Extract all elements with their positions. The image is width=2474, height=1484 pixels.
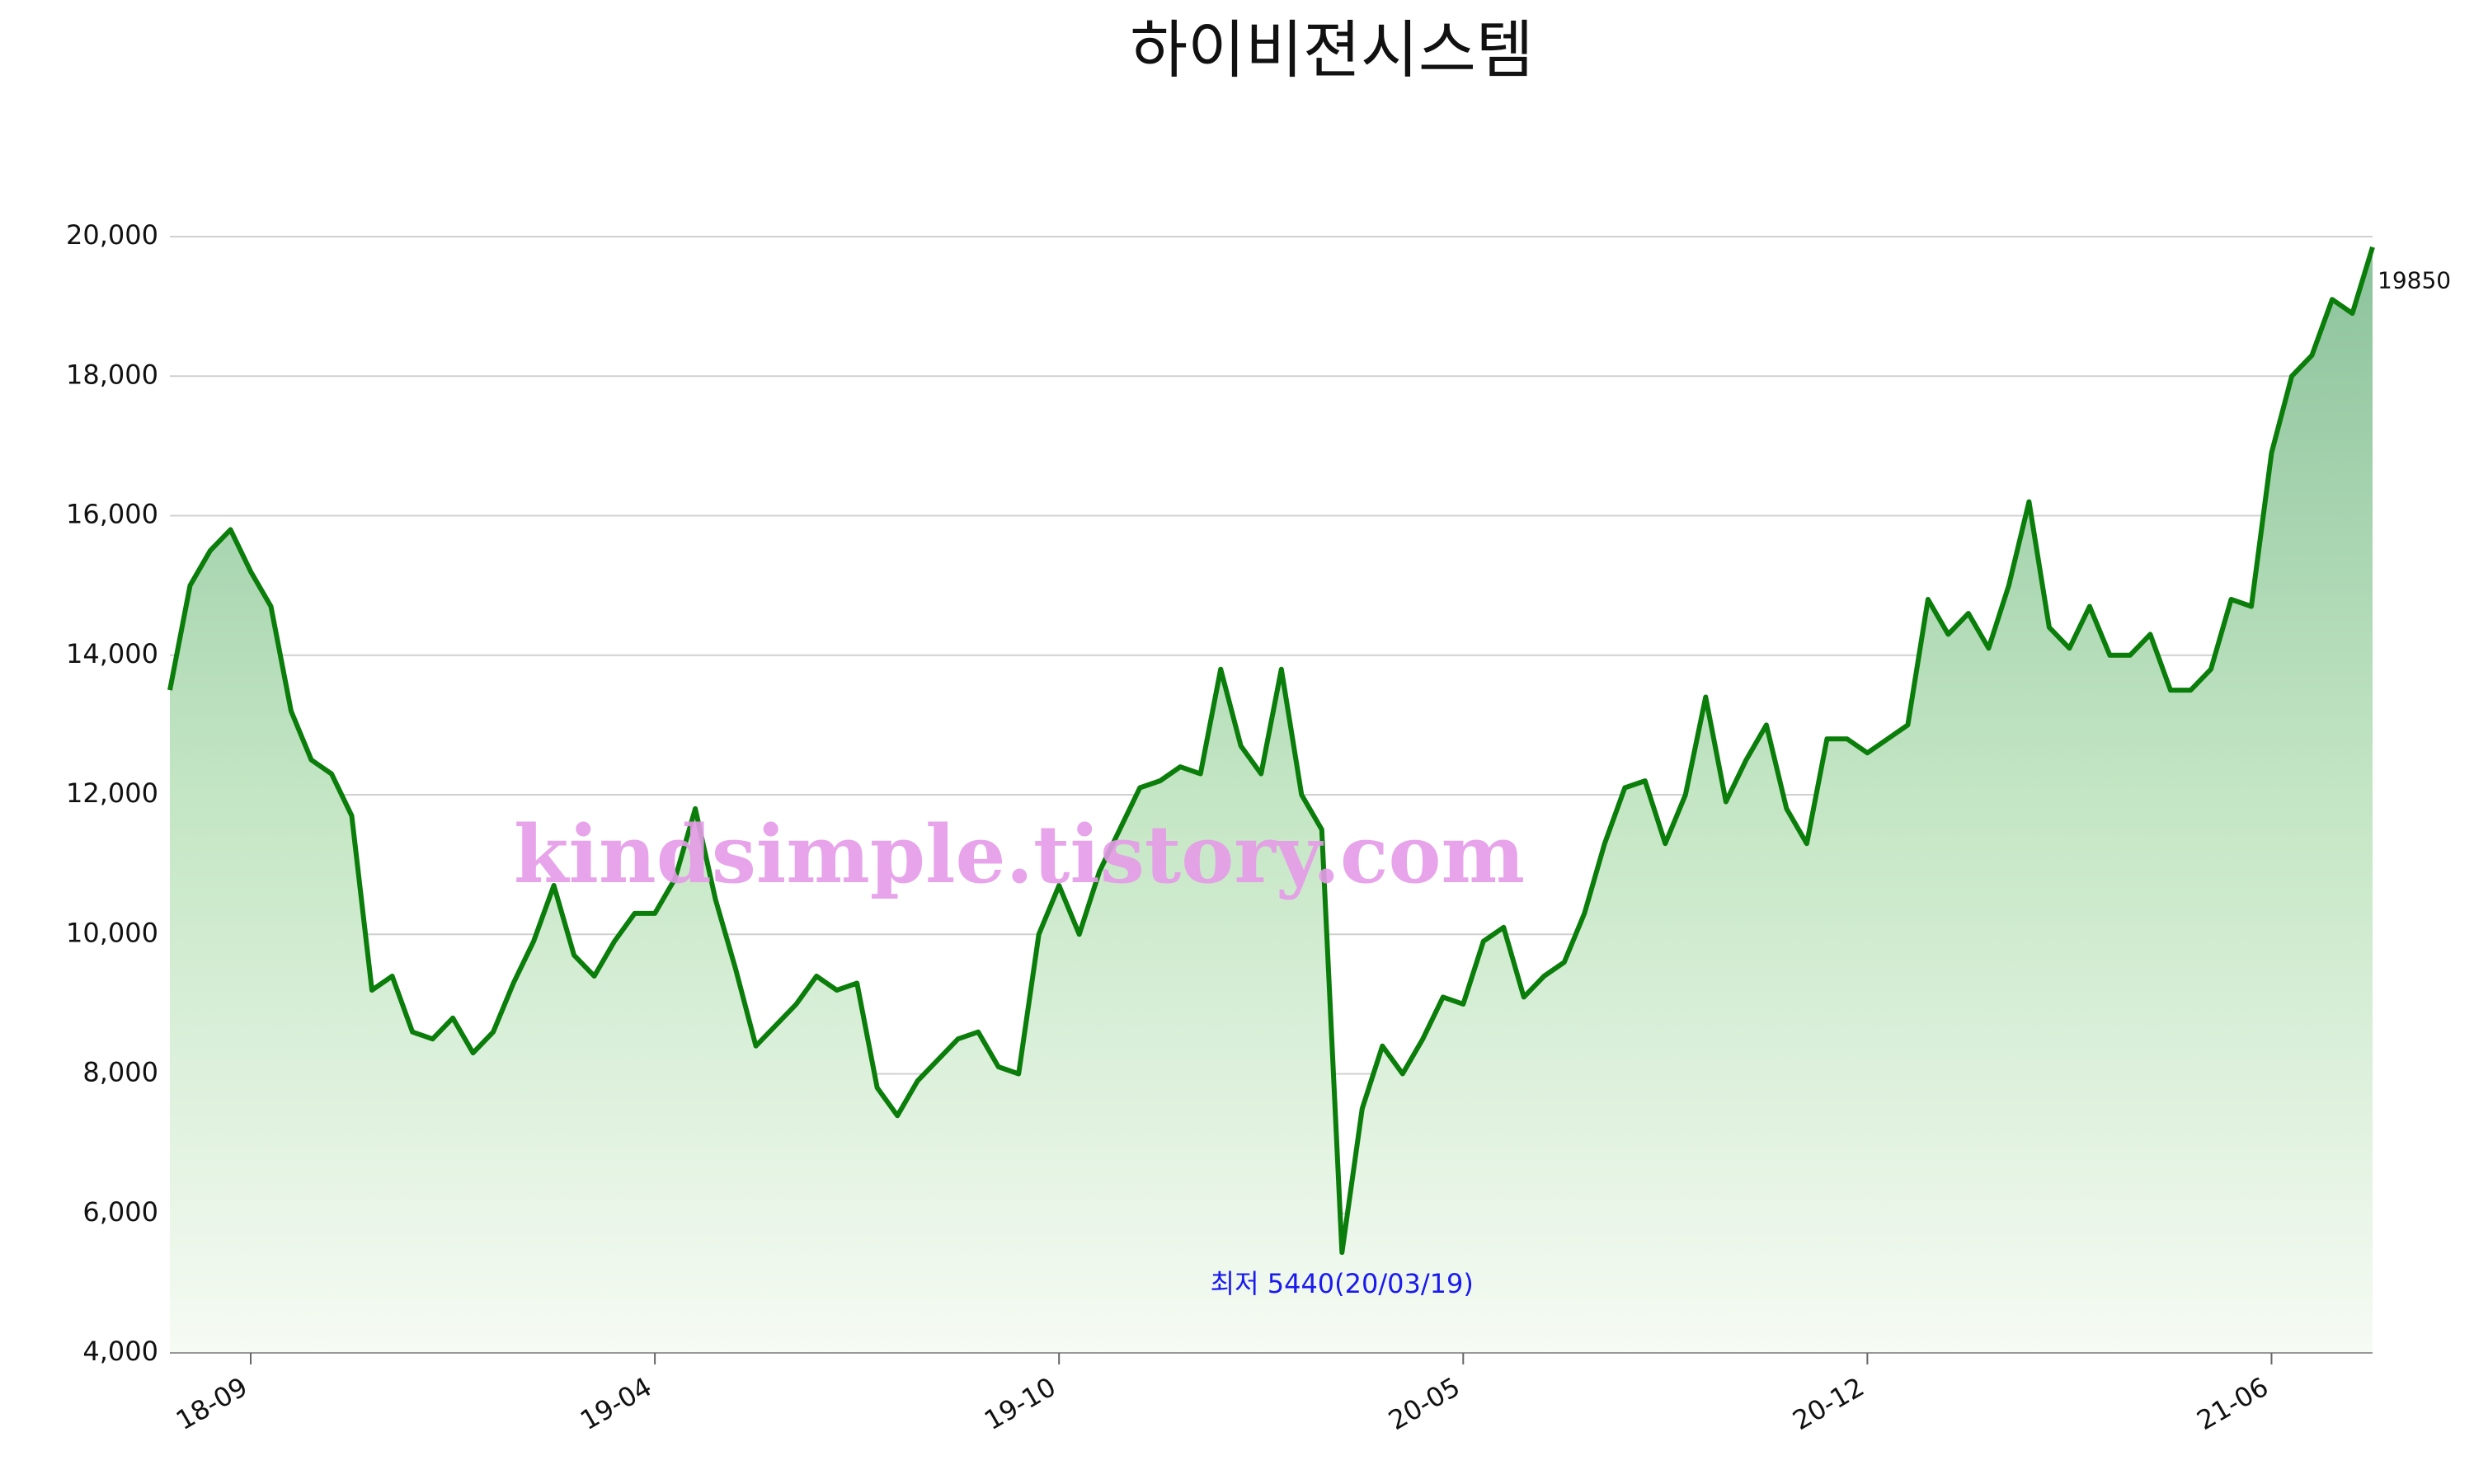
y-tick-label: 6,000 — [82, 1196, 158, 1228]
y-tick-label: 20,000 — [66, 219, 158, 251]
y-tick-label: 8,000 — [82, 1057, 158, 1088]
y-tick-label: 16,000 — [66, 499, 158, 530]
y-tick-label: 4,000 — [82, 1336, 158, 1367]
x-tick-label: 21-06 — [2191, 1371, 2274, 1436]
x-tick-label: 20-12 — [1787, 1371, 1870, 1436]
end-value-label: 19850 — [2378, 267, 2451, 294]
watermark: kindsimple.tistory.com — [514, 808, 1525, 901]
x-tick-label: 19-04 — [575, 1371, 657, 1436]
x-tick-label: 18-09 — [171, 1371, 253, 1436]
area — [170, 247, 2373, 1354]
line — [167, 246, 2375, 1256]
chart-title: 하이비젼시스템 — [1130, 13, 1533, 87]
x-tick-label: 19-10 — [979, 1371, 1061, 1436]
y-tick-label: 10,000 — [66, 917, 158, 948]
y-tick-label: 14,000 — [66, 638, 158, 669]
y-tick-label: 12,000 — [66, 777, 158, 809]
y-tick-label: 18,000 — [66, 359, 158, 390]
min-annotation: 최저 5440(20/03/19) — [1211, 1268, 1474, 1299]
x-tick-label: 20-05 — [1383, 1371, 1465, 1436]
